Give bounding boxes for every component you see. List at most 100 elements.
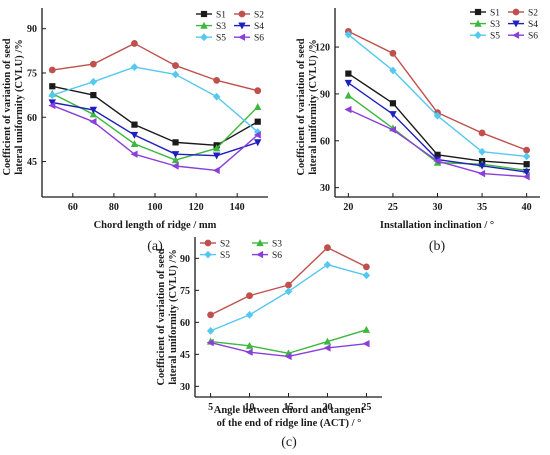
data-point-S6 bbox=[284, 352, 292, 361]
series-line-S4 bbox=[52, 101, 258, 157]
y-tick-label: 75 bbox=[180, 286, 190, 297]
panel-label: (b) bbox=[429, 239, 446, 254]
data-point-S4 bbox=[130, 131, 139, 139]
series-S6 bbox=[48, 101, 261, 175]
legend-marker-S3 bbox=[200, 21, 208, 29]
data-point-S2 bbox=[324, 244, 331, 252]
data-point-S3 bbox=[344, 91, 353, 99]
data-point-S6 bbox=[253, 131, 261, 139]
data-point-S4 bbox=[48, 99, 56, 107]
data-point-S2 bbox=[363, 263, 370, 271]
y-axis-label-line2: lateral uniformity (CVLU) /% bbox=[14, 39, 25, 175]
data-point-S5 bbox=[48, 91, 56, 100]
data-point-S3 bbox=[130, 139, 139, 147]
data-point-S5 bbox=[130, 63, 139, 71]
x-tick-label: 40 bbox=[522, 202, 532, 213]
data-point-S1 bbox=[172, 139, 179, 146]
data-point-S6 bbox=[323, 344, 331, 352]
legend-marker-S3 bbox=[256, 239, 264, 247]
legend-label-S3: S3 bbox=[272, 240, 282, 250]
series-S6 bbox=[206, 338, 370, 361]
y-tick-label: 60 bbox=[27, 113, 37, 124]
data-point-S1 bbox=[434, 151, 441, 158]
panel-label: (a) bbox=[147, 239, 163, 254]
data-point-S2 bbox=[207, 311, 214, 319]
series-S2 bbox=[207, 244, 370, 319]
legend-label-S1: S1 bbox=[216, 11, 226, 21]
chart-panel-a: 45 60 75 90 60 80 100 120 140 S1 S2 S3 S4 S5 S6 Coeffic… bbox=[2, 8, 268, 254]
data-point-S3 bbox=[245, 341, 254, 349]
data-point-S2 bbox=[213, 76, 221, 84]
y-tick-label: 60 bbox=[320, 136, 330, 147]
data-point-S6 bbox=[245, 348, 253, 356]
data-point-S5 bbox=[245, 310, 254, 319]
legend-label-S3: S3 bbox=[490, 20, 500, 30]
x-tick-label: 25 bbox=[361, 402, 371, 413]
series-S4 bbox=[48, 99, 262, 160]
legend-marker-S6 bbox=[512, 31, 520, 39]
data-point-S1 bbox=[90, 92, 97, 99]
data-point-S5 bbox=[323, 260, 332, 269]
data-point-S2 bbox=[89, 60, 97, 68]
legend-marker-S4 bbox=[238, 22, 246, 30]
data-point-S6 bbox=[48, 101, 56, 110]
series-line-S5 bbox=[210, 264, 367, 332]
y-axis-label: Coefficient of variation of seed lateral … bbox=[156, 248, 179, 385]
data-point-S5 bbox=[212, 92, 221, 101]
y-tick-label: 90 bbox=[320, 89, 330, 100]
x-tick-label: 120 bbox=[189, 202, 204, 213]
legend-label-S4: S4 bbox=[528, 20, 538, 30]
y-axis-label-line1: Coefficient of variation of seed bbox=[2, 38, 13, 175]
x-axis-label: Chord length of ridge / mm bbox=[94, 220, 217, 231]
y-axis-label-line1: Coefficient of variation of seed bbox=[296, 38, 307, 175]
data-point-S5 bbox=[433, 111, 442, 120]
data-point-S2 bbox=[131, 40, 138, 47]
data-point-S5 bbox=[522, 152, 531, 161]
legend-label-S6: S6 bbox=[254, 34, 264, 44]
data-point-S2 bbox=[389, 49, 397, 57]
y-axis-label-line2: lateral uniformity (CVLU) /% bbox=[168, 249, 179, 385]
x-axis-label: Installation inclination / ° bbox=[380, 220, 494, 231]
data-point-S6 bbox=[362, 339, 370, 348]
y-tick-label: 45 bbox=[180, 350, 190, 361]
x-tick-label: 35 bbox=[477, 202, 487, 213]
legend-marker-S1 bbox=[474, 8, 482, 16]
series-line-S1 bbox=[52, 85, 259, 147]
data-point-S3 bbox=[323, 337, 332, 345]
data-point-S4 bbox=[478, 162, 486, 170]
data-point-S5 bbox=[389, 66, 397, 75]
series-S2 bbox=[344, 28, 531, 154]
series-S5 bbox=[206, 260, 371, 335]
legend-marker-S2 bbox=[512, 8, 520, 16]
y-tick-label: 60 bbox=[180, 318, 190, 329]
series-S6 bbox=[344, 105, 530, 181]
data-point-S6 bbox=[389, 126, 397, 134]
data-point-S6 bbox=[171, 162, 179, 170]
data-point-S1 bbox=[254, 118, 261, 125]
data-point-S6 bbox=[89, 117, 97, 126]
data-point-S6 bbox=[130, 150, 138, 158]
data-point-S4 bbox=[389, 111, 397, 119]
data-point-S4 bbox=[344, 79, 353, 87]
legend-marker-S2 bbox=[238, 10, 246, 18]
x-tick-label: 5 bbox=[208, 402, 213, 413]
series-line-S5 bbox=[52, 66, 259, 133]
series-line-S6 bbox=[52, 104, 259, 172]
x-tick-label: 60 bbox=[68, 202, 78, 213]
legend-label-S2: S2 bbox=[220, 240, 230, 250]
data-point-S2 bbox=[254, 87, 262, 95]
data-point-S2 bbox=[246, 292, 253, 300]
data-point-S6 bbox=[212, 166, 220, 175]
legend-label-S4: S4 bbox=[254, 22, 264, 32]
data-point-S4 bbox=[254, 139, 262, 147]
y-axis-label: Coefficient of variation of seed lateral … bbox=[296, 38, 319, 175]
y-tick-label: 30 bbox=[180, 382, 190, 393]
y-tick-label: 90 bbox=[27, 24, 37, 35]
data-point-S3 bbox=[89, 110, 98, 118]
legend-marker-S3 bbox=[474, 19, 482, 27]
y-tick-label: 30 bbox=[320, 183, 330, 194]
series-line-S2 bbox=[210, 246, 367, 316]
legend-label-S2: S2 bbox=[254, 11, 264, 21]
data-point-S3 bbox=[362, 325, 371, 333]
